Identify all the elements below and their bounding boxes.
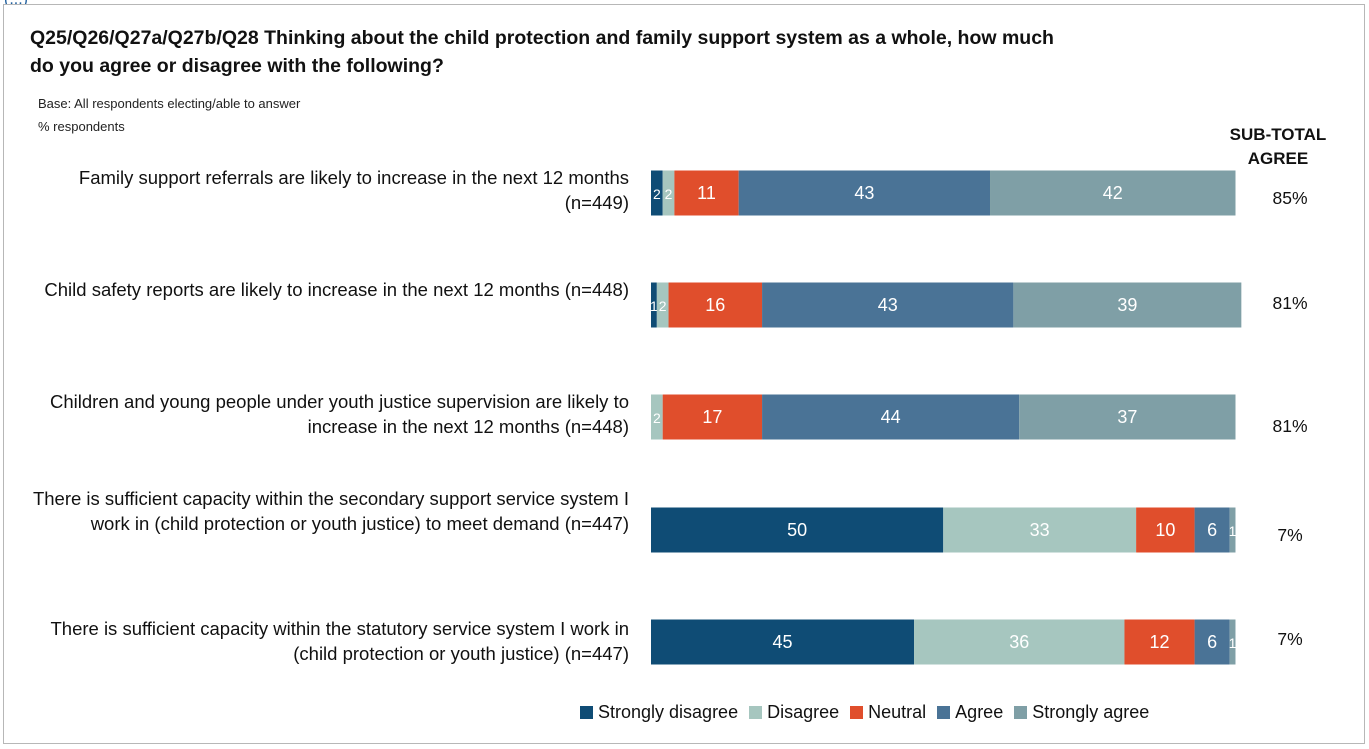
bar-segment-agree: [762, 394, 1020, 440]
bar-segment-disagree: [914, 619, 1125, 665]
bar-value-label: 6: [1207, 520, 1217, 540]
bar-value-label: 39: [1117, 295, 1137, 315]
legend-label: Strongly disagree: [598, 701, 739, 722]
bar-value-label: 2: [659, 298, 667, 314]
bar-segment-neutral: [1136, 507, 1195, 553]
bar-value-label: 43: [878, 295, 898, 315]
bar-segment-strongly-disagree: [651, 507, 944, 553]
bar-value-label: 12: [1149, 632, 1169, 652]
legend-label: Disagree: [767, 701, 840, 722]
subtotal-agree-header: SUB-TOTAL AGREE: [1229, 125, 1327, 168]
bar-segment-strongly-disagree: [651, 282, 657, 328]
legend-swatch: [850, 705, 864, 719]
bar-value-label: 36: [1009, 632, 1029, 652]
legend-label: Neutral: [868, 701, 927, 722]
bar-value-label: 1: [650, 298, 658, 314]
bar-value-label: 10: [1155, 520, 1175, 540]
legend-item: Strongly disagree: [580, 702, 738, 723]
subtotal-agree-value: 81%: [1272, 416, 1308, 436]
legend-item: Disagree: [749, 702, 839, 723]
bar-segment-neutral: [1124, 619, 1195, 665]
bar-value-label: 1: [1229, 523, 1237, 539]
bar-value-label: 37: [1117, 407, 1137, 427]
bar-value-label: 50: [787, 520, 807, 540]
bar-value-label: 6: [1207, 632, 1217, 652]
subtotal-agree-value: 7%: [1277, 525, 1303, 545]
category-label: Child safety reports are likely to incre…: [44, 279, 629, 300]
category-label: There is sufficient capacity within the …: [50, 618, 629, 664]
bar-segment-neutral: [662, 394, 763, 440]
bar-value-label: 1: [1229, 635, 1237, 651]
legend-label: Agree: [955, 701, 1004, 722]
bar-segment-strongly-agree: [1019, 394, 1236, 440]
legend-swatch: [1014, 705, 1028, 719]
legend: Strongly disagree Disagree Neutral Agree Str…: [580, 700, 1160, 724]
legend-label: Strongly agree: [1032, 701, 1150, 722]
subtotal-agree-value: 81%: [1272, 293, 1308, 313]
category-label: There is sufficient capacity within the …: [32, 488, 629, 534]
legend-swatch: [937, 705, 951, 719]
bar-segment-strongly-disagree: [651, 619, 915, 665]
bar-segment-strongly-agree: [1013, 282, 1242, 328]
base-note: Base: All respondents electing/able to a…: [38, 96, 301, 111]
chart-frame: [3, 4, 1365, 744]
subtotal-agree-value: 85%: [1272, 188, 1308, 208]
clipped-header-text: (...): [4, 0, 28, 4]
bar-value-label: 2: [653, 186, 661, 202]
bar-segment-agree: [1194, 507, 1230, 553]
category-label: Children and young people under youth ju…: [50, 391, 629, 437]
bar-segment-agree: [1194, 619, 1230, 665]
bar-segment-disagree: [662, 170, 675, 216]
legend-swatch: [749, 705, 763, 719]
bar-segment-agree: [738, 170, 991, 216]
bar-segment-strongly-agree: [990, 170, 1236, 216]
bar-segment-strongly-agree: [1229, 507, 1236, 553]
legend-item: Neutral: [850, 702, 926, 723]
category-label: Family support referrals are likely to i…: [78, 167, 629, 213]
bar-segment-neutral: [674, 170, 739, 216]
bar-value-label: 33: [1030, 520, 1050, 540]
bar-value-label: 43: [854, 183, 874, 203]
bar-segment-disagree: [651, 394, 663, 440]
bar-value-label: 11: [697, 183, 716, 203]
legend-item: Agree: [937, 702, 1003, 723]
bar-value-label: 16: [705, 295, 725, 315]
bar-value-label: 2: [653, 410, 661, 426]
bar-segment-neutral: [668, 282, 763, 328]
bar-value-label: 44: [881, 407, 901, 427]
bar-segment-strongly-agree: [1229, 619, 1236, 665]
bar-value-label: 17: [702, 407, 722, 427]
bar-value-label: 2: [665, 186, 673, 202]
bar-segment-disagree: [943, 507, 1137, 553]
bar-value-label: 42: [1103, 183, 1123, 203]
unit-note: % respondents: [38, 119, 125, 134]
bar-segment-agree: [762, 282, 1014, 328]
bar-segment-strongly-disagree: [651, 170, 663, 216]
chart-title: Q25/Q26/Q27a/Q27b/Q28 Thinking about the…: [30, 27, 1054, 77]
legend-item: Strongly agree: [1014, 702, 1149, 723]
bar-segment-disagree: [656, 282, 669, 328]
legend-swatch: [580, 705, 593, 719]
bar-value-label: 45: [772, 632, 792, 652]
subtotal-agree-value: 7%: [1277, 629, 1303, 649]
